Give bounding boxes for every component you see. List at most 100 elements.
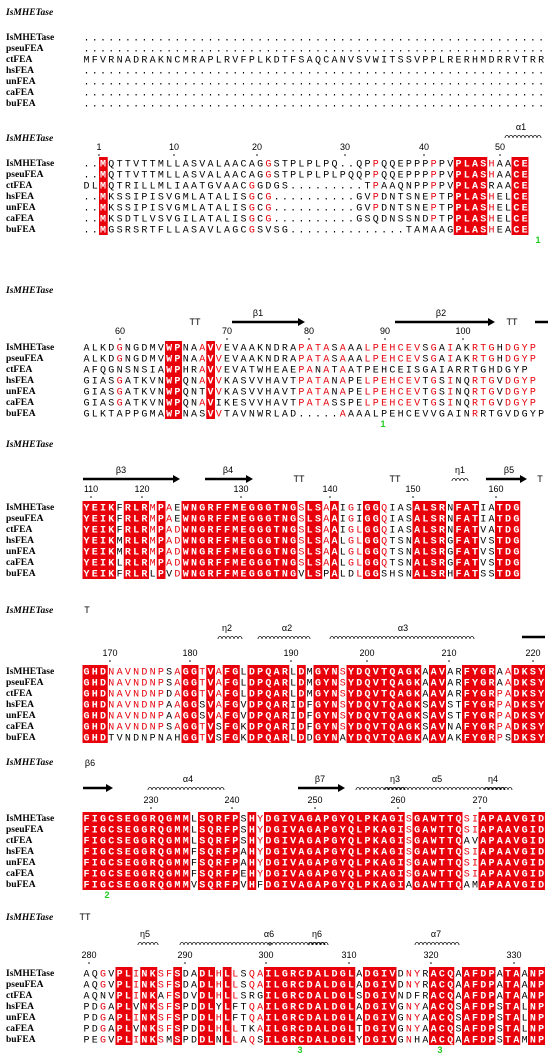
sequence: GHDNAVNDNPSAGGTVSFGKDPQARIDFGYNSYDQVTQAG…: [84, 723, 547, 734]
secondary-label: η3: [390, 774, 400, 784]
sequence-name: ctFEA: [6, 55, 33, 65]
ruler-dot: [448, 660, 450, 662]
identity-box: [379, 665, 389, 743]
identity-box: [437, 967, 446, 1045]
sequence-name: buFEA: [6, 99, 36, 109]
identity-box: [478, 812, 488, 890]
identity-box: [379, 967, 389, 1045]
strand-head: [106, 784, 113, 792]
ruler-number: 10: [169, 142, 179, 152]
sequence: GLKTAPPGMAWPNASVVTAVNWRLAD.....AAAALPEHC…: [84, 410, 547, 421]
identity-box: [140, 812, 149, 890]
ruler-dot: [141, 496, 143, 498]
sequence-name: caFEA: [6, 88, 34, 98]
sequence-name: buFEA: [6, 880, 36, 890]
identity-box: [297, 812, 306, 890]
identity-box: [165, 812, 174, 890]
strand-head: [246, 475, 253, 483]
identity-box: [420, 501, 430, 579]
sequence-name: unFEA: [6, 711, 36, 721]
identity-box: [206, 812, 215, 890]
ruler-dot: [256, 154, 258, 156]
identity-box: [206, 967, 215, 1045]
ruler-number: 290: [177, 950, 192, 960]
secondary-label: T: [537, 474, 543, 484]
identity-box: [511, 157, 521, 235]
identity-box: [445, 967, 455, 1045]
identity-box: [90, 665, 100, 743]
ruler-dot: [366, 660, 368, 662]
sequence-name: unFEA: [6, 387, 36, 397]
ruler-dot: [423, 154, 425, 156]
identity-box: [272, 665, 281, 743]
identity-box: [371, 501, 380, 579]
sequence-name: hsFEA: [6, 700, 34, 710]
ruler-dot: [384, 338, 386, 340]
identity-box: [453, 157, 463, 235]
identity-box: [231, 812, 240, 890]
sequence: GHDNAVNDNPAAGGSVAFGVDPQARIDFGYNSYDQVTQAG…: [84, 712, 547, 723]
identity-box: [330, 967, 339, 1045]
sequence-name: buFEA: [6, 1035, 36, 1045]
sequence: ........................................…: [84, 67, 547, 78]
sequence: ..MKSSIPISVGMLATALISGCG..........GVPDNTS…: [84, 193, 530, 204]
identity-box: [420, 812, 430, 890]
ruler-dot: [430, 962, 432, 964]
identity-box: [486, 665, 496, 743]
identity-box: [371, 967, 380, 1045]
sequence: ..MQTTVTTMLLASVALAACAGGSTPLPLPQ..QPPQQEP…: [84, 160, 530, 171]
sequence: GHDTVNDNPNAHGGTVSFGKDPQARLDDGYNAYDQVTQAG…: [84, 734, 547, 745]
identity-box: [495, 812, 504, 890]
identity-box: [462, 501, 471, 579]
sequence-name: caFEA: [6, 722, 34, 732]
sequence-name: caFEA: [6, 558, 34, 568]
block-header: IsMHETase: [5, 440, 54, 450]
identity-box: [437, 501, 446, 579]
sequence: YEIKMRLRMPADWNGRFFMEGGGTNGSLSAALGLGGQTSN…: [84, 548, 522, 559]
sequence: FIGCSEGGRQGMMFSQRFPAHYDGIVAGAPGYQLPKAGIS…: [84, 848, 547, 859]
ruler-number: 310: [341, 950, 356, 960]
identity-box: [396, 812, 405, 890]
secondary-label: η6: [312, 929, 322, 939]
ruler-number: 260: [390, 795, 405, 805]
secondary-label: α7: [431, 929, 441, 939]
sequence: YEIKLRLRMPADWNGRFFMEGGGTNGSLSAALGLGGQTSN…: [84, 559, 522, 570]
helix-coil: [257, 636, 311, 640]
ruler-dot: [184, 962, 186, 964]
identity-box: [206, 341, 215, 419]
sequence-name: caFEA: [6, 398, 34, 408]
sequence: AQGVPLINKSFSDADLHLLSQAILGRCDALDGLADGIVDN…: [84, 981, 547, 992]
identity-box: [462, 665, 471, 743]
sequence-name: IsMHETase: [6, 343, 54, 353]
identity-box: [387, 967, 397, 1045]
sequence: FIGCSEGGRQGMMLSQRFPSHYDGIVAGAPGYQLPKAGIS…: [84, 815, 547, 826]
secondary-label: η1: [455, 465, 465, 475]
identity-box: [363, 812, 372, 890]
ruler-number: 90: [380, 326, 390, 336]
green-mark: 1: [535, 235, 540, 245]
sequence: ..MQTTVTTMLLASVALAACAGGSTPLPLPLPQQPPQQEP…: [84, 171, 530, 182]
sequence-name: ctFEA: [6, 181, 33, 191]
identity-box: [214, 812, 224, 890]
sequence: YEIKFRLRLPVDWNGRFFMEGGGTNGVLSPALDLGGSHSN…: [84, 570, 522, 581]
identity-box: [330, 812, 339, 890]
identity-box: [321, 812, 331, 890]
identity-box: [99, 501, 108, 579]
helix-coil: [137, 942, 159, 946]
identity-box: [280, 665, 290, 743]
sequence-name: ctFEA: [6, 991, 33, 1001]
identity-box: [272, 501, 281, 579]
ruler-number: 200: [359, 648, 374, 658]
identity-box: [437, 812, 446, 890]
sequence: YEIKFRLRMPADWNGRFFMEGGGTNGSLSAAIGLGGQIAS…: [84, 526, 522, 537]
ruler-number: 320: [423, 950, 438, 960]
identity-box: [222, 501, 232, 579]
sequence-name: IsMHETase: [6, 33, 54, 43]
ruler-number: 240: [224, 795, 239, 805]
identity-box: [140, 967, 149, 1045]
sequence-name: unFEA: [6, 203, 36, 213]
identity-box: [148, 967, 158, 1045]
identity-box: [313, 812, 323, 890]
sequence-name: unFEA: [6, 1013, 36, 1023]
